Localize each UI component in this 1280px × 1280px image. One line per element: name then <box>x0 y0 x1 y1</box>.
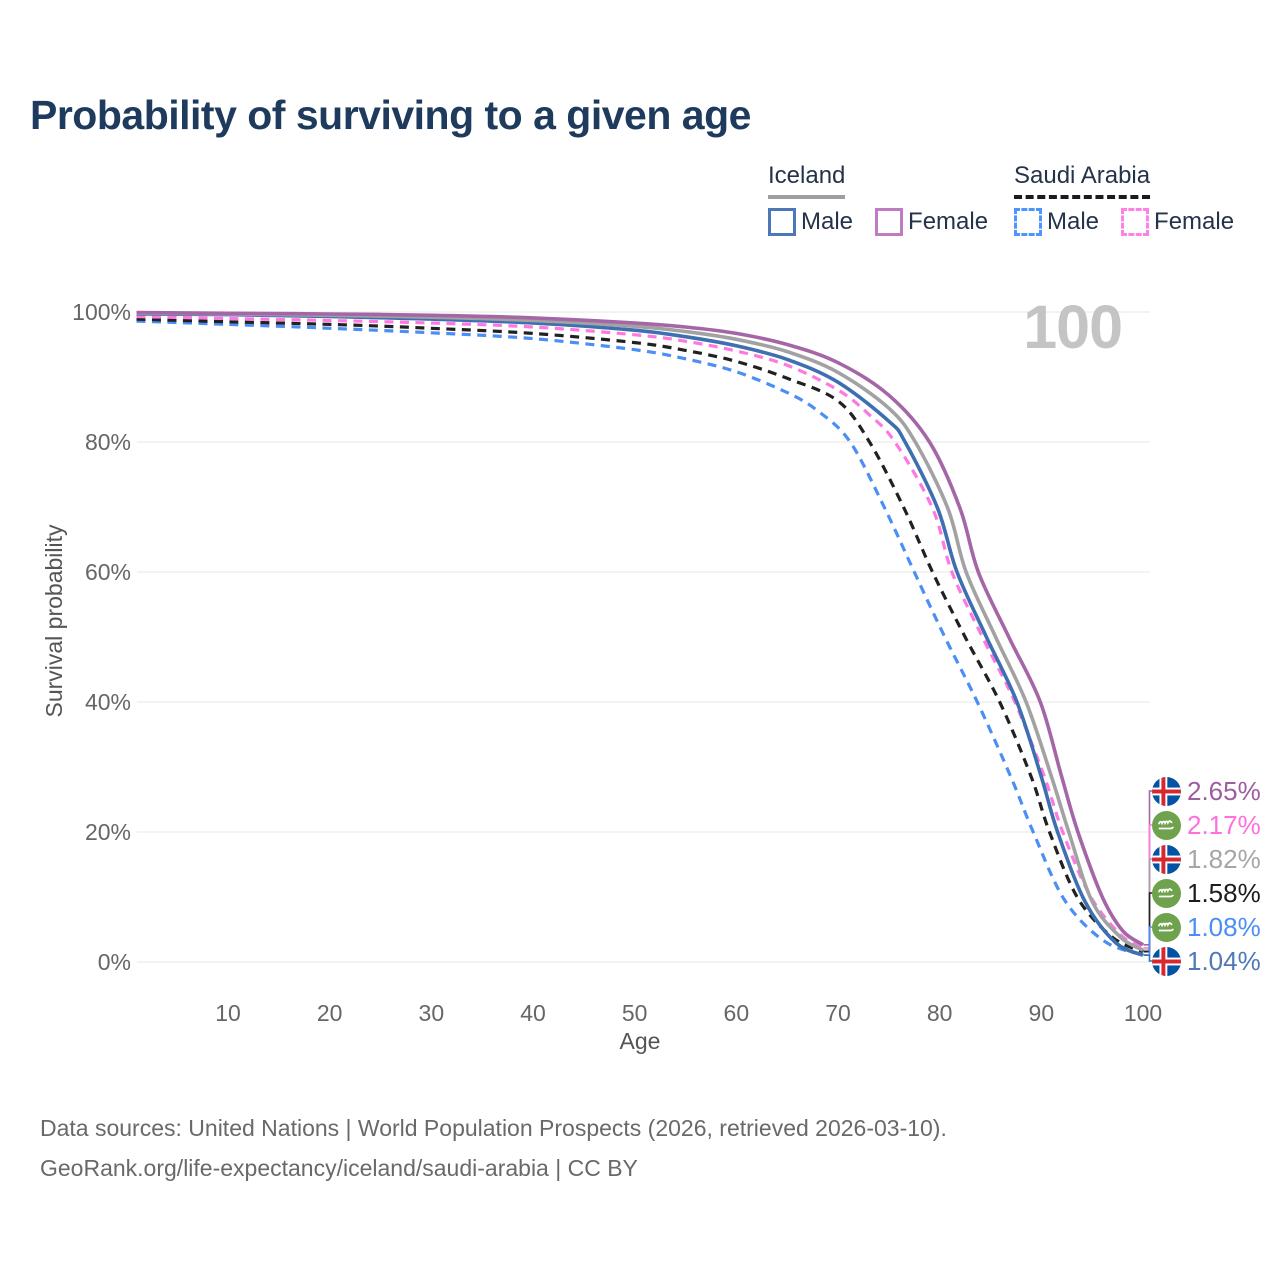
end-label-connector <box>1143 954 1154 962</box>
legend-group-saudi-arabia: Saudi Arabia Male Female <box>1014 162 1234 236</box>
end-label-saudi-arabia-female: 2.17% <box>1152 808 1261 842</box>
series-line-iceland-male <box>136 312 1144 957</box>
saudi-arabia-flag-icon <box>1152 912 1181 942</box>
x-tick-label: 50 <box>621 1000 648 1026</box>
series-line-iceland-female <box>136 310 1145 947</box>
x-tick-label: 70 <box>825 1000 851 1026</box>
x-tick-label: 60 <box>723 1000 750 1026</box>
end-value: 1.58% <box>1187 877 1261 908</box>
age-counter-watermark: 100 <box>1023 293 1123 361</box>
end-label-iceland-total: 1.82% <box>1152 842 1261 876</box>
end-value: 1.08% <box>1187 911 1261 942</box>
series-line-saudi-arabia-female <box>136 314 1144 950</box>
legend-swatch <box>1014 208 1042 236</box>
legend-item-label: Female <box>1154 208 1235 235</box>
end-label-saudi-arabia-total: 1.58% <box>1152 876 1261 910</box>
iceland-flag-icon <box>1152 776 1181 806</box>
end-value: 2.65% <box>1187 775 1261 806</box>
end-value: 2.17% <box>1187 809 1261 840</box>
iceland-flag-icon <box>1152 844 1181 874</box>
end-label-iceland-male: 1.04% <box>1152 944 1261 978</box>
legend-item-label: Female <box>908 208 989 235</box>
legend-group-iceland: Iceland Male Female <box>768 162 988 236</box>
legend-items: Male Female <box>768 208 988 236</box>
x-axis-title: Age <box>619 1028 661 1054</box>
footer: Data sources: United Nations | World Pop… <box>40 1108 947 1188</box>
series-line-iceland-total <box>136 311 1144 952</box>
saudi-arabia-flag-icon <box>1152 878 1181 908</box>
data-sources-line: Data sources: United Nations | World Pop… <box>40 1115 947 1141</box>
x-tick-label: 80 <box>926 1000 953 1026</box>
y-axis-title: Survival probability <box>41 524 67 718</box>
legend-items: Male Female <box>1014 208 1234 236</box>
end-value: 1.04% <box>1187 945 1261 976</box>
legend-item-label: Male <box>1047 208 1100 235</box>
legend-item-iceland-female[interactable]: Female <box>875 208 988 236</box>
end-value: 1.82% <box>1187 843 1261 874</box>
x-tick-label: 90 <box>1028 1000 1055 1026</box>
legend-item-saudi-arabia-female[interactable]: Female <box>1121 208 1234 236</box>
page-title: Probability of surviving to a given age <box>30 92 751 138</box>
series-line-saudi-arabia-total <box>136 317 1144 954</box>
x-tick-label: 30 <box>418 1000 445 1026</box>
x-tick-label: 40 <box>520 1000 546 1026</box>
end-label-iceland-female: 2.65% <box>1152 774 1261 808</box>
legend-group-title: Iceland <box>768 162 846 199</box>
legend-swatch <box>1121 208 1150 236</box>
y-tick-label: 80% <box>84 429 131 455</box>
y-tick-label: 60% <box>84 559 131 585</box>
saudi-arabia-flag-icon <box>1152 810 1181 840</box>
legend-swatch <box>875 208 904 236</box>
legend-swatch <box>768 208 796 236</box>
x-tick-label: 10 <box>215 1000 241 1026</box>
y-tick-label: 20% <box>84 819 131 845</box>
end-label-connector <box>1143 892 1154 953</box>
y-tick-label: 40% <box>84 689 131 715</box>
x-tick-label: 100 <box>1123 1000 1163 1026</box>
legend-item-label: Male <box>801 208 854 235</box>
y-tick-label: 0% <box>97 949 131 975</box>
attribution-line: GeoRank.org/life-expectancy/iceland/saud… <box>40 1155 638 1181</box>
iceland-flag-icon <box>1152 946 1181 976</box>
series-line-saudi-arabia-male <box>136 319 1144 957</box>
legend-group-title: Saudi Arabia <box>1014 162 1151 199</box>
end-label-saudi-arabia-male: 1.08% <box>1152 910 1261 944</box>
legend-item-saudi-arabia-male[interactable]: Male <box>1014 208 1099 236</box>
x-tick-label: 20 <box>316 1000 343 1026</box>
legend-item-iceland-male[interactable]: Male <box>768 208 853 236</box>
y-tick-label: 100% <box>72 299 131 325</box>
